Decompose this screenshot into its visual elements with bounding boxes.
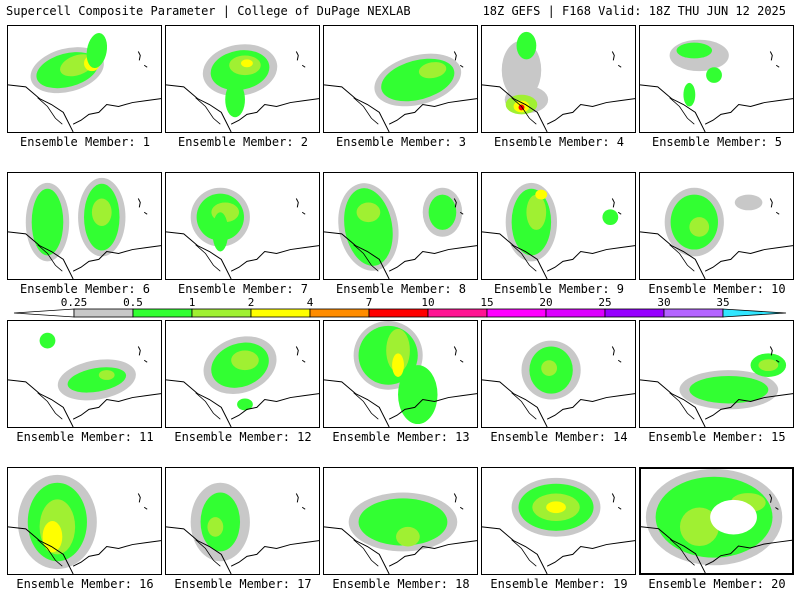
ensemble-member-label: Ensemble Member: 20: [648, 577, 786, 591]
scale-tick-label: 7: [365, 296, 373, 309]
map-title: Supercell Composite Parameter | College …: [6, 4, 411, 18]
ensemble-member-label: Ensemble Member: 3: [335, 135, 467, 149]
ensemble-member-label: Ensemble Member: 19: [490, 577, 628, 591]
forecast-map: [482, 477, 635, 574]
ensemble-panel-18[interactable]: [323, 467, 478, 575]
ensemble-member-label: Ensemble Member: 1: [19, 135, 151, 149]
ensemble-member-label: Ensemble Member: 9: [493, 282, 625, 296]
ensemble-member-label: Ensemble Member: 13: [332, 430, 470, 444]
ensemble-panel-13[interactable]: [323, 320, 478, 428]
ensemble-member-label: Ensemble Member: 4: [493, 135, 625, 149]
scale-swatch-6: [368, 308, 429, 318]
forecast-map: [166, 44, 319, 132]
ensemble-panel-4[interactable]: [481, 25, 636, 133]
scale-swatch-4: [250, 308, 311, 318]
forecast-map: [324, 492, 477, 574]
ensemble-panel-20[interactable]: [639, 467, 794, 575]
forecast-map: [482, 31, 635, 132]
run-info: 18Z GEFS | F168 Valid: 18Z THU JUN 12 20…: [482, 4, 786, 18]
scale-swatch-1: [73, 308, 134, 318]
forecast-map: [324, 321, 477, 427]
ensemble-panel-11[interactable]: [7, 320, 162, 428]
ensemble-member-label: Ensemble Member: 12: [174, 430, 312, 444]
scale-right-arrow: [722, 308, 787, 318]
scale-swatch-8: [486, 308, 547, 318]
scale-tick-label: 35: [716, 296, 730, 309]
forecast-map: [482, 182, 635, 279]
forecast-map: [482, 340, 635, 427]
scale-swatch-11: [663, 308, 724, 318]
ensemble-panel-2[interactable]: [165, 25, 320, 133]
scale-tick-label: 0.5: [123, 296, 143, 309]
ensemble-panel-17[interactable]: [165, 467, 320, 575]
scale-tick-label: 15: [480, 296, 494, 309]
forecast-map: [641, 469, 792, 573]
ensemble-panel-1[interactable]: [7, 25, 162, 133]
scale-tick-label: 0.25: [60, 296, 88, 309]
ensemble-member-label: Ensemble Member: 7: [177, 282, 309, 296]
scale-tick-label: 30: [657, 296, 671, 309]
forecast-map: [166, 482, 319, 574]
scale-swatch-7: [427, 308, 488, 318]
ensemble-panel-15[interactable]: [639, 320, 794, 428]
scale-tick-label: 2: [247, 296, 255, 309]
ensemble-panel-7[interactable]: [165, 172, 320, 280]
scale-swatch-3: [191, 308, 252, 318]
forecast-map: [8, 332, 161, 427]
forecast-map: [324, 51, 477, 132]
scale-swatch-9: [545, 308, 606, 318]
ensemble-member-label: Ensemble Member: 8: [335, 282, 467, 296]
forecast-map: [166, 336, 319, 427]
ensemble-panel-5[interactable]: [639, 25, 794, 133]
ensemble-panel-9[interactable]: [481, 172, 636, 280]
forecast-map: [8, 177, 161, 279]
scale-swatch-5: [309, 308, 370, 318]
ensemble-member-label: Ensemble Member: 15: [648, 430, 786, 444]
ensemble-member-label: Ensemble Member: 6: [19, 282, 151, 296]
forecast-map: [8, 33, 161, 132]
ensemble-member-label: Ensemble Member: 2: [177, 135, 309, 149]
forecast-map: [640, 187, 793, 279]
scale-tick-label: 10: [421, 296, 435, 309]
ensemble-panel-10[interactable]: [639, 172, 794, 280]
ensemble-member-label: Ensemble Member: 5: [651, 135, 783, 149]
scale-tick-label: 1: [188, 296, 196, 309]
ensemble-panel-19[interactable]: [481, 467, 636, 575]
ensemble-member-label: Ensemble Member: 10: [648, 282, 786, 296]
scale-tick-label: 20: [539, 296, 553, 309]
scale-tick-label: 25: [598, 296, 612, 309]
forecast-map: [324, 183, 477, 279]
scale-swatch-10: [604, 308, 665, 318]
ensemble-member-label: Ensemble Member: 17: [174, 577, 312, 591]
color-scale-bar: [13, 308, 787, 318]
ensemble-panel-14[interactable]: [481, 320, 636, 428]
forecast-map: [640, 346, 793, 427]
scale-left-arrow: [13, 308, 75, 318]
ensemble-panel-6[interactable]: [7, 172, 162, 280]
forecast-map: [166, 187, 319, 279]
forecast-map: [640, 39, 793, 132]
ensemble-member-label: Ensemble Member: 14: [490, 430, 628, 444]
ensemble-member-label: Ensemble Member: 16: [16, 577, 154, 591]
ensemble-panel-16[interactable]: [7, 467, 162, 575]
ensemble-panel-8[interactable]: [323, 172, 478, 280]
ensemble-panel-12[interactable]: [165, 320, 320, 428]
forecast-map: [8, 474, 161, 574]
ensemble-member-label: Ensemble Member: 11: [16, 430, 154, 444]
scale-tick-label: 4: [306, 296, 314, 309]
scale-swatch-2: [132, 308, 193, 318]
ensemble-member-label: Ensemble Member: 18: [332, 577, 470, 591]
ensemble-panel-3[interactable]: [323, 25, 478, 133]
